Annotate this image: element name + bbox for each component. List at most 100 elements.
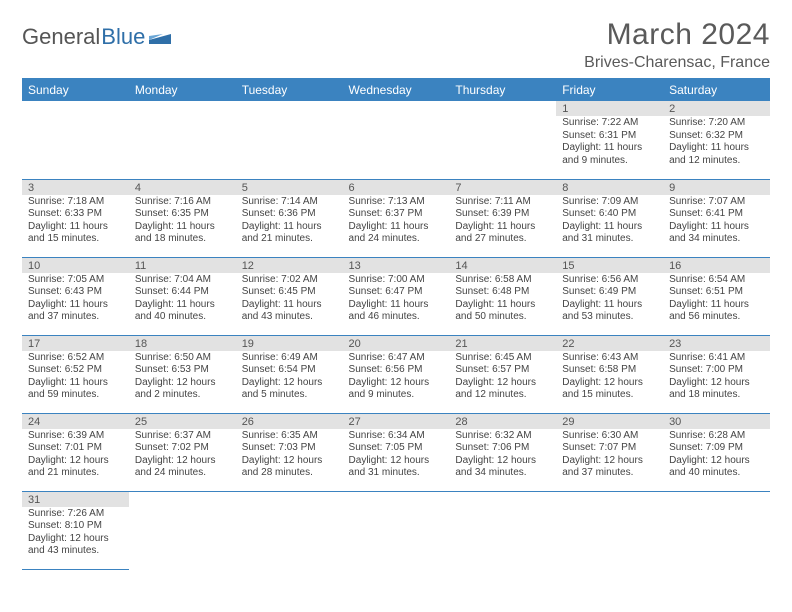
calendar-week-row: 3Sunrise: 7:18 AMSunset: 6:33 PMDaylight… — [22, 179, 770, 257]
calendar-week-row: 17Sunrise: 6:52 AMSunset: 6:52 PMDayligh… — [22, 335, 770, 413]
day-number: 10 — [22, 258, 129, 273]
sunset-text: Sunset: 6:54 PM — [242, 364, 337, 377]
day-number: 4 — [129, 180, 236, 195]
day-details: Sunrise: 7:11 AMSunset: 6:39 PMDaylight:… — [449, 195, 556, 250]
sunset-text: Sunset: 6:45 PM — [242, 286, 337, 299]
calendar-cell: 5Sunrise: 7:14 AMSunset: 6:36 PMDaylight… — [236, 179, 343, 257]
day-details: Sunrise: 7:16 AMSunset: 6:35 PMDaylight:… — [129, 195, 236, 250]
logo-flag-icon — [149, 30, 171, 49]
day-number: 27 — [343, 414, 450, 429]
day-details: Sunrise: 7:18 AMSunset: 6:33 PMDaylight:… — [22, 195, 129, 250]
daylight-text: Daylight: 11 hours and 56 minutes. — [669, 299, 764, 324]
calendar-cell: . — [343, 491, 450, 569]
calendar-week-row: 24Sunrise: 6:39 AMSunset: 7:01 PMDayligh… — [22, 413, 770, 491]
sunset-text: Sunset: 6:51 PM — [669, 286, 764, 299]
day-details: Sunrise: 6:52 AMSunset: 6:52 PMDaylight:… — [22, 351, 129, 406]
day-number: 11 — [129, 258, 236, 273]
day-details: Sunrise: 7:13 AMSunset: 6:37 PMDaylight:… — [343, 195, 450, 250]
daylight-text: Daylight: 11 hours and 40 minutes. — [135, 299, 230, 324]
day-details: Sunrise: 7:05 AMSunset: 6:43 PMDaylight:… — [22, 273, 129, 328]
calendar-cell: 24Sunrise: 6:39 AMSunset: 7:01 PMDayligh… — [22, 413, 129, 491]
sunrise-text: Sunrise: 6:43 AM — [562, 352, 657, 365]
day-number: 28 — [449, 414, 556, 429]
sunrise-text: Sunrise: 6:54 AM — [669, 274, 764, 287]
sunset-text: Sunset: 7:00 PM — [669, 364, 764, 377]
calendar-cell: 4Sunrise: 7:16 AMSunset: 6:35 PMDaylight… — [129, 179, 236, 257]
calendar-cell: 19Sunrise: 6:49 AMSunset: 6:54 PMDayligh… — [236, 335, 343, 413]
day-number: 24 — [22, 414, 129, 429]
sunrise-text: Sunrise: 6:34 AM — [349, 430, 444, 443]
calendar-cell: 20Sunrise: 6:47 AMSunset: 6:56 PMDayligh… — [343, 335, 450, 413]
day-details: Sunrise: 7:00 AMSunset: 6:47 PMDaylight:… — [343, 273, 450, 328]
weekday-header: Thursday — [449, 79, 556, 102]
day-details: Sunrise: 7:09 AMSunset: 6:40 PMDaylight:… — [556, 195, 663, 250]
sunset-text: Sunset: 6:32 PM — [669, 130, 764, 143]
sunset-text: Sunset: 8:10 PM — [28, 520, 123, 533]
calendar-table: SundayMondayTuesdayWednesdayThursdayFrid… — [22, 78, 770, 570]
daylight-text: Daylight: 11 hours and 34 minutes. — [669, 221, 764, 246]
sunrise-text: Sunrise: 6:37 AM — [135, 430, 230, 443]
calendar-cell: 21Sunrise: 6:45 AMSunset: 6:57 PMDayligh… — [449, 335, 556, 413]
sunrise-text: Sunrise: 7:02 AM — [242, 274, 337, 287]
location: Brives-Charensac, France — [584, 54, 770, 72]
daylight-text: Daylight: 12 hours and 43 minutes. — [28, 533, 123, 558]
calendar-cell: 25Sunrise: 6:37 AMSunset: 7:02 PMDayligh… — [129, 413, 236, 491]
sunset-text: Sunset: 6:47 PM — [349, 286, 444, 299]
sunset-text: Sunset: 6:35 PM — [135, 208, 230, 221]
sunrise-text: Sunrise: 7:20 AM — [669, 117, 764, 130]
sunset-text: Sunset: 6:40 PM — [562, 208, 657, 221]
day-number: 3 — [22, 180, 129, 195]
day-details: Sunrise: 6:49 AMSunset: 6:54 PMDaylight:… — [236, 351, 343, 406]
sunset-text: Sunset: 6:41 PM — [669, 208, 764, 221]
day-details: Sunrise: 6:39 AMSunset: 7:01 PMDaylight:… — [22, 429, 129, 484]
day-details: Sunrise: 6:41 AMSunset: 7:00 PMDaylight:… — [663, 351, 770, 406]
day-number: 23 — [663, 336, 770, 351]
sunrise-text: Sunrise: 6:35 AM — [242, 430, 337, 443]
calendar-cell: . — [449, 491, 556, 569]
sunset-text: Sunset: 6:36 PM — [242, 208, 337, 221]
daylight-text: Daylight: 12 hours and 34 minutes. — [455, 455, 550, 480]
day-number: 18 — [129, 336, 236, 351]
day-details: Sunrise: 7:22 AMSunset: 6:31 PMDaylight:… — [556, 116, 663, 171]
day-number: 8 — [556, 180, 663, 195]
calendar-cell: 29Sunrise: 6:30 AMSunset: 7:07 PMDayligh… — [556, 413, 663, 491]
calendar-cell: . — [663, 491, 770, 569]
day-number: 29 — [556, 414, 663, 429]
calendar-cell: 14Sunrise: 6:58 AMSunset: 6:48 PMDayligh… — [449, 257, 556, 335]
daylight-text: Daylight: 12 hours and 24 minutes. — [135, 455, 230, 480]
daylight-text: Daylight: 12 hours and 18 minutes. — [669, 377, 764, 402]
daylight-text: Daylight: 11 hours and 46 minutes. — [349, 299, 444, 324]
calendar-cell: . — [129, 101, 236, 179]
daylight-text: Daylight: 12 hours and 40 minutes. — [669, 455, 764, 480]
daylight-text: Daylight: 11 hours and 50 minutes. — [455, 299, 550, 324]
daylight-text: Daylight: 11 hours and 15 minutes. — [28, 221, 123, 246]
day-details: Sunrise: 6:34 AMSunset: 7:05 PMDaylight:… — [343, 429, 450, 484]
sunset-text: Sunset: 7:09 PM — [669, 442, 764, 455]
daylight-text: Daylight: 12 hours and 21 minutes. — [28, 455, 123, 480]
sunset-text: Sunset: 7:05 PM — [349, 442, 444, 455]
calendar-cell: . — [236, 101, 343, 179]
sunset-text: Sunset: 7:02 PM — [135, 442, 230, 455]
calendar-body: .....1Sunrise: 7:22 AMSunset: 6:31 PMDay… — [22, 101, 770, 569]
weekday-header: Tuesday — [236, 79, 343, 102]
day-number: 26 — [236, 414, 343, 429]
calendar-cell: 31Sunrise: 7:26 AMSunset: 8:10 PMDayligh… — [22, 491, 129, 569]
day-details: Sunrise: 6:54 AMSunset: 6:51 PMDaylight:… — [663, 273, 770, 328]
day-number: 25 — [129, 414, 236, 429]
sunset-text: Sunset: 6:52 PM — [28, 364, 123, 377]
logo-text-general: General — [22, 24, 100, 50]
daylight-text: Daylight: 11 hours and 24 minutes. — [349, 221, 444, 246]
sunrise-text: Sunrise: 7:26 AM — [28, 508, 123, 521]
daylight-text: Daylight: 12 hours and 12 minutes. — [455, 377, 550, 402]
calendar-cell: 13Sunrise: 7:00 AMSunset: 6:47 PMDayligh… — [343, 257, 450, 335]
calendar-cell: 27Sunrise: 6:34 AMSunset: 7:05 PMDayligh… — [343, 413, 450, 491]
sunrise-text: Sunrise: 6:50 AM — [135, 352, 230, 365]
daylight-text: Daylight: 11 hours and 27 minutes. — [455, 221, 550, 246]
sunset-text: Sunset: 6:48 PM — [455, 286, 550, 299]
sunset-text: Sunset: 6:56 PM — [349, 364, 444, 377]
weekday-header: Wednesday — [343, 79, 450, 102]
day-details: Sunrise: 6:47 AMSunset: 6:56 PMDaylight:… — [343, 351, 450, 406]
weekday-header: Sunday — [22, 79, 129, 102]
calendar-head: SundayMondayTuesdayWednesdayThursdayFrid… — [22, 79, 770, 102]
day-details: Sunrise: 6:32 AMSunset: 7:06 PMDaylight:… — [449, 429, 556, 484]
